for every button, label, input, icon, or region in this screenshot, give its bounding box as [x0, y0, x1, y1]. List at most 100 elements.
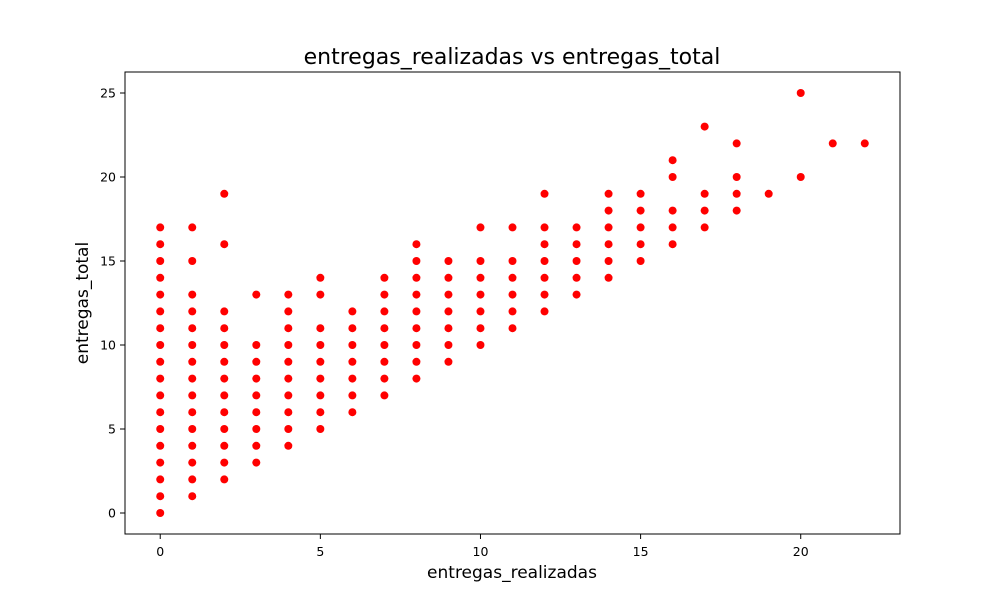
data-point — [220, 408, 229, 417]
data-point — [284, 341, 293, 349]
x-tick-label: 0 — [156, 544, 164, 559]
data-point — [188, 341, 197, 349]
data-point — [220, 374, 229, 383]
data-point — [316, 408, 325, 417]
data-point — [156, 273, 165, 282]
x-tick-label: 20 — [793, 544, 809, 559]
data-point — [284, 290, 293, 299]
data-point — [444, 273, 453, 282]
data-point — [348, 341, 357, 349]
data-point — [572, 290, 581, 299]
data-point — [284, 357, 293, 366]
data-point — [220, 441, 229, 450]
data-point — [188, 458, 197, 467]
data-point — [252, 458, 261, 467]
data-point — [380, 307, 389, 316]
data-point — [700, 206, 709, 215]
data-point — [188, 307, 197, 316]
data-point — [156, 240, 165, 249]
data-point — [380, 391, 389, 400]
data-point — [796, 89, 805, 97]
data-point — [252, 290, 261, 299]
data-point — [732, 206, 741, 215]
data-point — [412, 257, 421, 265]
data-point — [284, 324, 293, 333]
data-point — [412, 307, 421, 316]
data-point — [348, 307, 357, 316]
data-point — [188, 374, 197, 383]
data-point — [316, 324, 325, 333]
data-point — [476, 324, 485, 333]
data-point — [668, 156, 677, 165]
data-point — [188, 391, 197, 400]
data-point — [572, 273, 581, 282]
data-point — [604, 273, 613, 282]
data-point — [188, 425, 197, 433]
data-point — [348, 324, 357, 333]
data-point — [156, 509, 165, 517]
data-point — [668, 173, 677, 181]
data-point — [508, 273, 517, 282]
data-point — [700, 189, 709, 198]
data-point — [316, 374, 325, 383]
data-point — [188, 357, 197, 366]
data-point — [476, 257, 485, 265]
data-point — [636, 240, 645, 249]
y-tick-label: 15 — [100, 254, 116, 269]
data-point — [284, 391, 293, 400]
data-point — [156, 475, 165, 484]
x-axis-label: entregas_realizadas — [427, 563, 597, 583]
data-point — [412, 273, 421, 282]
data-point — [316, 290, 325, 299]
data-point — [156, 290, 165, 299]
data-point — [604, 257, 613, 265]
data-point — [636, 206, 645, 215]
y-tick-label: 0 — [108, 506, 116, 521]
data-point — [412, 324, 421, 333]
data-point — [636, 189, 645, 198]
data-point — [476, 273, 485, 282]
x-tick-label: 10 — [473, 544, 489, 559]
data-point — [732, 189, 741, 198]
data-point — [156, 324, 165, 333]
data-point — [316, 341, 325, 349]
data-point — [732, 139, 741, 148]
data-point — [476, 307, 485, 316]
data-point — [476, 223, 485, 232]
data-point — [540, 223, 549, 232]
x-axis-ticks: 0 5 10 15 20 — [156, 534, 809, 559]
data-point — [348, 408, 357, 417]
data-point — [156, 374, 165, 383]
data-point — [604, 240, 613, 249]
data-point — [508, 307, 517, 316]
data-point — [284, 408, 293, 417]
data-point — [540, 273, 549, 282]
data-point — [316, 425, 325, 433]
data-point — [476, 341, 485, 349]
data-point — [508, 257, 517, 265]
data-point — [508, 223, 517, 232]
data-point — [284, 307, 293, 316]
data-point — [668, 206, 677, 215]
data-point — [412, 357, 421, 366]
data-point — [156, 223, 165, 232]
data-point — [572, 257, 581, 265]
data-point — [380, 273, 389, 282]
data-point — [156, 425, 165, 433]
data-point — [540, 290, 549, 299]
data-point — [860, 139, 869, 148]
data-point — [636, 257, 645, 265]
data-point — [572, 223, 581, 232]
data-point — [284, 425, 293, 433]
data-point — [156, 408, 165, 417]
data-point — [220, 324, 229, 333]
data-point — [348, 357, 357, 366]
data-point — [540, 240, 549, 249]
data-point — [156, 257, 165, 265]
data-point — [156, 307, 165, 316]
data-point — [188, 441, 197, 450]
data-point — [700, 122, 709, 131]
data-point — [316, 391, 325, 400]
data-point — [828, 139, 837, 148]
